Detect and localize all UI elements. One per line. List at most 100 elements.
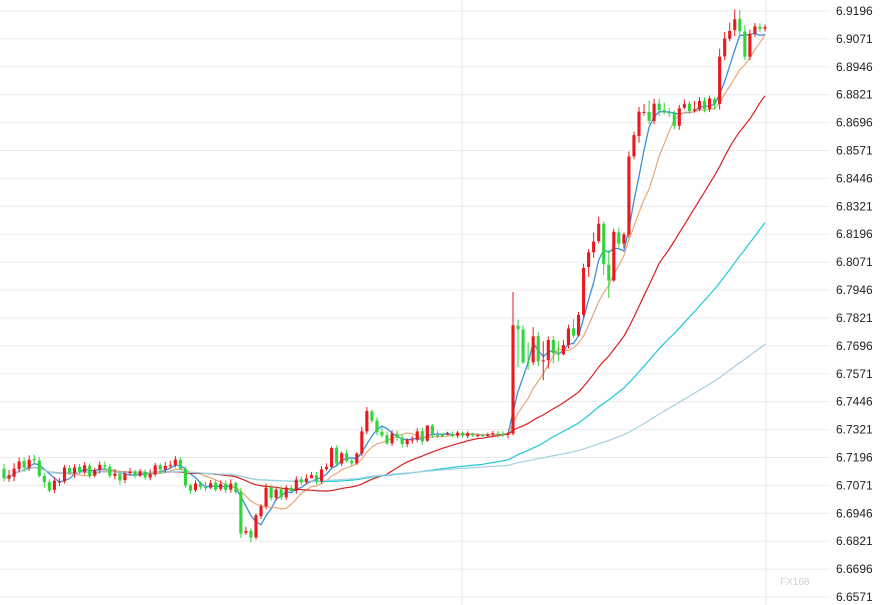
candle <box>219 480 223 492</box>
candle <box>516 319 520 368</box>
candle <box>566 324 571 349</box>
candle <box>27 455 31 471</box>
candle-body <box>456 432 460 436</box>
y-tick-label: 6.7446 <box>836 395 873 409</box>
candle-body <box>183 468 187 486</box>
candle-body <box>587 252 591 268</box>
y-tick-label: 6.7071 <box>836 478 873 492</box>
candle-body <box>78 466 82 472</box>
candle <box>607 250 611 299</box>
candle <box>143 469 147 480</box>
candle-body <box>168 465 172 467</box>
candle <box>571 319 576 338</box>
candle-body <box>365 411 369 432</box>
candle-body <box>672 113 676 126</box>
watermark: FX168 <box>780 577 810 588</box>
candle-body <box>62 467 67 482</box>
candle-body <box>718 56 722 104</box>
candle-body <box>294 479 298 491</box>
candle-body <box>708 98 712 109</box>
candle-body <box>556 353 560 355</box>
candle <box>748 29 752 61</box>
candle-body <box>158 465 162 470</box>
candle-body <box>561 345 565 355</box>
y-tick-label: 6.7821 <box>836 311 873 325</box>
candle-body <box>733 19 737 31</box>
candle-body <box>677 108 681 126</box>
y-tick-label: 6.8946 <box>836 60 873 74</box>
candle <box>193 480 198 493</box>
y-tick-label: 6.8446 <box>836 171 873 185</box>
candle-body <box>259 506 263 517</box>
candle <box>667 108 671 118</box>
candle <box>702 97 707 113</box>
candle <box>425 425 429 443</box>
candle <box>597 216 601 244</box>
candle <box>289 485 293 494</box>
candle <box>153 462 157 477</box>
candle <box>410 436 414 444</box>
candle-body <box>471 433 475 436</box>
candle-body <box>415 431 419 440</box>
candle-body <box>461 432 465 436</box>
candle <box>471 432 475 437</box>
candle <box>229 479 233 493</box>
candle-body <box>335 447 339 464</box>
candle <box>763 24 767 32</box>
candle-body <box>541 360 545 362</box>
candle-body <box>511 325 515 434</box>
candle-body <box>753 26 757 34</box>
candle-body <box>702 100 707 110</box>
candle <box>738 10 742 38</box>
candle-body <box>617 232 621 244</box>
candle <box>355 452 359 465</box>
candle <box>531 327 535 366</box>
candle-body <box>229 483 233 490</box>
candle-body <box>304 478 308 483</box>
candle-body <box>330 448 334 467</box>
candle <box>420 427 424 445</box>
candle-body <box>667 112 671 114</box>
candle-body <box>37 460 41 476</box>
y-tick-label: 6.8571 <box>836 144 873 158</box>
candle <box>687 100 691 114</box>
candle <box>113 469 117 480</box>
candle-body <box>435 435 439 437</box>
candle <box>677 104 681 130</box>
candle <box>103 461 107 470</box>
candle-body <box>188 485 193 491</box>
candle-body <box>340 453 344 464</box>
candle <box>330 446 334 469</box>
candle-body <box>385 435 389 444</box>
candle <box>380 427 384 438</box>
candle <box>118 471 122 485</box>
candle-body <box>743 31 747 57</box>
candle <box>541 341 545 381</box>
candle <box>22 457 26 472</box>
moving-average-line <box>3 32 766 526</box>
candle-body <box>692 109 696 111</box>
candle <box>178 457 182 470</box>
candle <box>299 476 303 485</box>
candle-body <box>319 469 324 482</box>
candle-body <box>254 515 258 538</box>
candle <box>536 332 540 367</box>
candle <box>587 249 591 277</box>
candle-body <box>17 461 21 470</box>
candle-body <box>128 471 132 474</box>
y-tick-label: 6.6696 <box>836 562 873 576</box>
candle <box>753 23 757 37</box>
candle <box>582 263 586 318</box>
candle <box>400 434 404 448</box>
candle-body <box>723 38 727 57</box>
candle-body <box>269 487 273 498</box>
candle <box>319 466 324 484</box>
candle-body <box>52 480 56 490</box>
candle-body <box>108 466 112 476</box>
candle-body <box>536 336 540 362</box>
candle <box>440 432 445 438</box>
candle <box>385 431 389 445</box>
candle <box>466 431 470 439</box>
